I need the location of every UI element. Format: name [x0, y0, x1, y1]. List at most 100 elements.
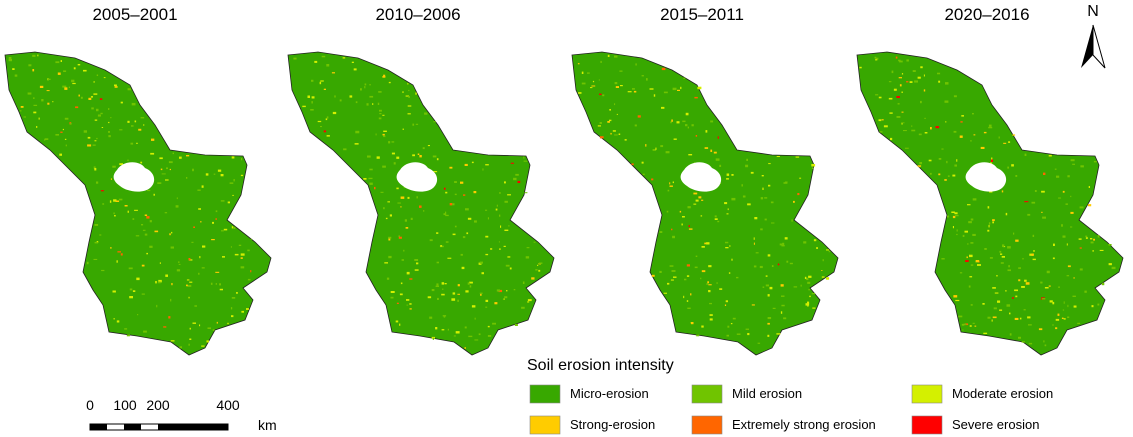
erosion-patch	[59, 153, 62, 156]
scale-label: 400	[216, 397, 240, 413]
erosion-patch	[746, 158, 748, 161]
erosion-patch	[944, 100, 949, 103]
erosion-patch	[1005, 212, 1008, 216]
erosion-patch	[578, 92, 582, 94]
erosion-patch	[800, 284, 802, 287]
erosion-patch	[510, 162, 514, 164]
erosion-patch	[311, 96, 315, 99]
erosion-patch	[171, 283, 173, 286]
erosion-patch	[614, 55, 618, 58]
erosion-patch	[821, 276, 825, 278]
erosion-patch	[164, 212, 168, 214]
erosion-patch	[19, 110, 22, 112]
erosion-patch	[525, 256, 530, 259]
erosion-patch	[372, 103, 374, 105]
erosion-patch	[110, 247, 112, 249]
erosion-patch	[165, 179, 169, 181]
erosion-patch	[170, 340, 175, 342]
erosion-patch	[825, 277, 830, 280]
erosion-patch	[128, 267, 133, 270]
erosion-patch	[12, 68, 15, 70]
erosion-patch	[587, 72, 590, 74]
erosion-patch	[920, 66, 923, 69]
erosion-patch	[71, 79, 75, 83]
erosion-patch	[217, 169, 222, 172]
erosion-patch	[311, 79, 314, 82]
erosion-patch	[804, 276, 807, 279]
erosion-patch	[533, 241, 536, 243]
erosion-patch	[138, 128, 142, 131]
erosion-patch	[991, 319, 993, 322]
legend-label: Micro-erosion	[570, 386, 649, 401]
erosion-patch	[407, 113, 411, 115]
erosion-patch	[993, 307, 997, 310]
erosion-patch	[714, 215, 717, 218]
erosion-patch	[747, 203, 751, 206]
lake	[113, 162, 155, 192]
erosion-patch	[77, 64, 81, 66]
erosion-patch	[91, 107, 94, 110]
scale-label: 0	[86, 397, 94, 413]
erosion-patch	[332, 111, 337, 115]
erosion-patch	[967, 243, 969, 245]
erosion-patch	[607, 54, 610, 57]
erosion-patch	[414, 259, 419, 261]
erosion-patch	[28, 64, 32, 67]
erosion-patch	[618, 133, 621, 135]
erosion-patch	[706, 242, 710, 245]
erosion-patch	[962, 234, 965, 237]
erosion-patch	[398, 235, 400, 237]
erosion-patch	[201, 267, 205, 269]
erosion-patch	[399, 293, 403, 296]
erosion-patch	[215, 271, 220, 273]
erosion-patch	[97, 114, 101, 117]
erosion-patch	[506, 290, 508, 292]
erosion-patch	[240, 257, 243, 259]
erosion-patch	[687, 126, 689, 129]
erosion-patch	[234, 253, 239, 256]
erosion-patch	[108, 131, 110, 133]
erosion-patch	[1043, 340, 1045, 343]
erosion-patch	[615, 86, 619, 88]
erosion-patch	[474, 317, 476, 320]
erosion-patch	[789, 262, 793, 265]
erosion-patch	[944, 179, 947, 181]
erosion-patch	[109, 200, 112, 203]
erosion-patch	[590, 87, 593, 89]
erosion-patch	[726, 178, 729, 180]
erosion-patch	[653, 94, 656, 97]
erosion-patch	[956, 229, 958, 232]
erosion-patch	[72, 82, 76, 85]
erosion-patch	[485, 299, 489, 302]
erosion-patch	[959, 272, 963, 274]
erosion-patch	[799, 177, 802, 179]
erosion-patch	[399, 323, 401, 326]
erosion-patch	[928, 159, 932, 162]
erosion-patch	[422, 147, 425, 150]
erosion-patch	[364, 83, 367, 86]
erosion-patch	[94, 224, 99, 226]
scale-bar: km	[89, 417, 277, 433]
erosion-patch	[140, 117, 145, 119]
erosion-patch	[770, 201, 774, 204]
erosion-patch	[784, 181, 788, 183]
erosion-patch	[631, 163, 634, 166]
erosion-patch	[405, 95, 409, 97]
erosion-patch	[1001, 190, 1004, 193]
erosion-patch	[1041, 190, 1045, 193]
erosion-patch	[134, 209, 138, 211]
erosion-patch	[992, 287, 996, 289]
erosion-patch	[495, 208, 498, 211]
erosion-patch	[768, 184, 771, 187]
erosion-patch	[962, 329, 964, 331]
erosion-patch	[816, 247, 818, 249]
erosion-patch	[704, 147, 709, 149]
erosion-patch	[517, 180, 521, 183]
erosion-patch	[374, 186, 376, 190]
erosion-patch	[464, 163, 468, 166]
lake	[965, 162, 1007, 192]
erosion-patch	[382, 165, 386, 168]
erosion-patch	[157, 182, 162, 184]
erosion-patch	[619, 70, 623, 72]
erosion-patch	[807, 281, 811, 284]
